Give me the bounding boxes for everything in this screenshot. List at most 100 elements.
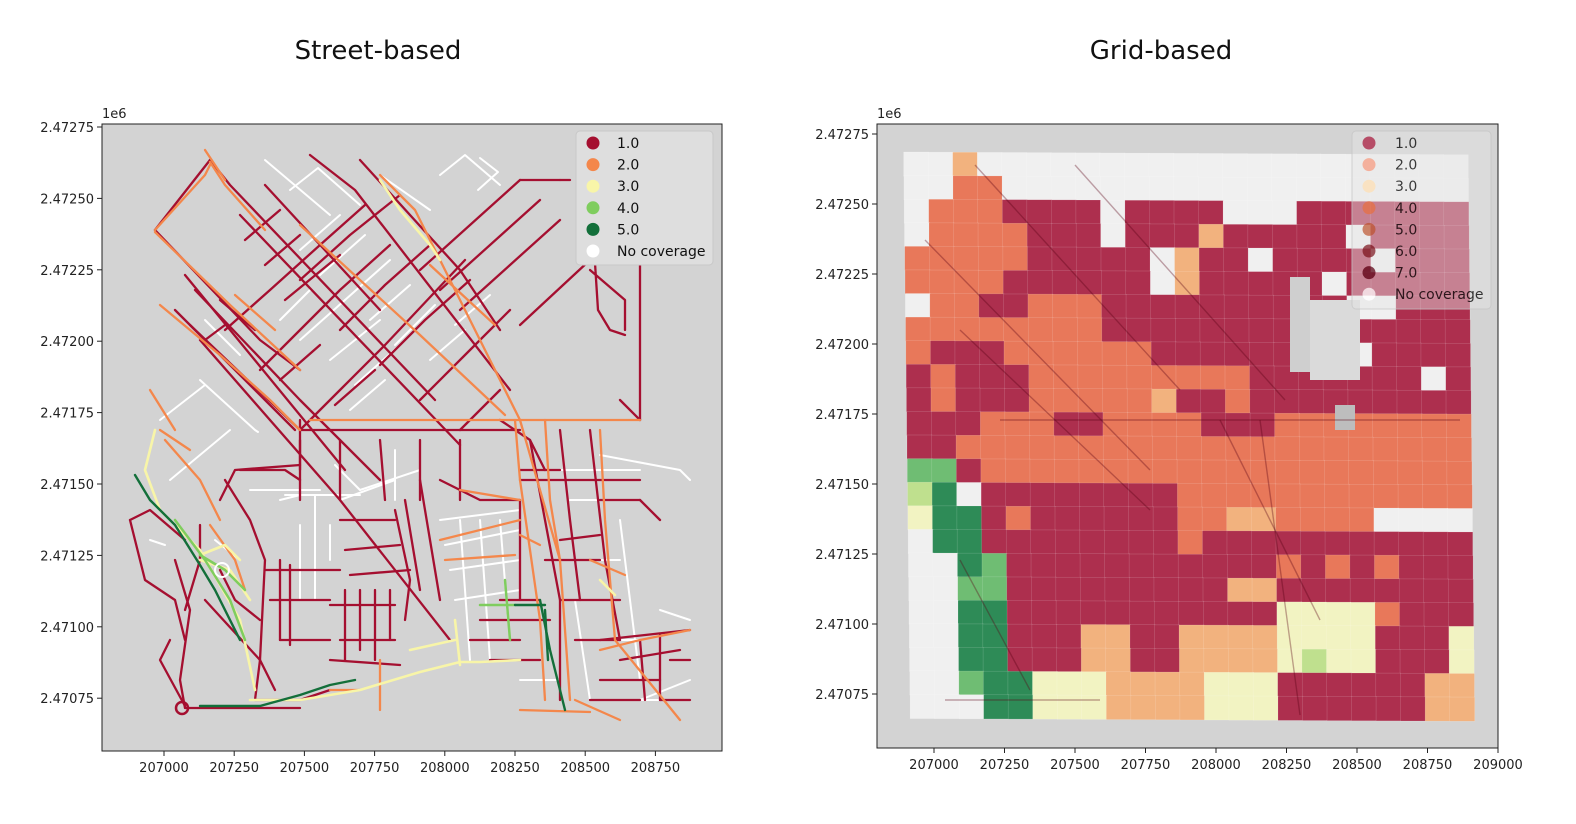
grid-cell <box>1007 671 1034 696</box>
grid-cell <box>1447 531 1474 557</box>
grid-gap <box>1335 405 1355 430</box>
street-segment <box>393 508 412 622</box>
grid-cell <box>1424 696 1451 722</box>
grid-cell <box>1081 671 1107 697</box>
grid-cell <box>977 199 1004 224</box>
grid-cell <box>903 198 930 224</box>
grid-cell <box>1222 153 1248 178</box>
y-tick-label: 2.47075 <box>815 688 869 703</box>
grid-cell <box>1301 601 1327 627</box>
grid-cell <box>1301 672 1328 698</box>
grid-cell <box>979 340 1005 366</box>
street-segment <box>218 298 257 332</box>
grid-cell <box>1076 294 1103 319</box>
grid-cell <box>1277 672 1304 698</box>
grid-cell <box>1321 224 1347 250</box>
street-segment <box>503 578 512 642</box>
grid-cell <box>1422 508 1449 533</box>
street-segment <box>278 343 322 382</box>
grid-cell <box>1052 341 1079 366</box>
x-tick-label: 207500 <box>1050 758 1100 773</box>
grid-cell <box>1101 317 1128 343</box>
grid-cell <box>1252 648 1279 674</box>
grid-cell <box>1248 294 1275 320</box>
grid-cell <box>1399 602 1425 627</box>
street-segment <box>334 464 421 491</box>
street-axes: 207000 207250 207500 207750 208000 208250 2085… <box>40 107 723 776</box>
grid-cell <box>1053 411 1080 437</box>
grid-cell <box>1223 271 1250 296</box>
grid-cell <box>1004 411 1031 437</box>
grid-cell <box>1076 246 1102 272</box>
grid-cell <box>1449 673 1475 698</box>
grid-cell <box>1080 647 1107 673</box>
grid-cell <box>1178 601 1205 626</box>
grid-cell <box>1443 201 1470 227</box>
legend-label: 2.0 <box>1395 158 1417 174</box>
grid-cell <box>979 387 1006 413</box>
street-segment <box>263 233 302 267</box>
street-segment <box>329 319 381 361</box>
grid-cell <box>1202 530 1228 556</box>
grid-cell <box>930 364 957 389</box>
y-tick-label: 2.47150 <box>815 478 869 493</box>
grid-cell <box>1348 484 1375 509</box>
grid-cell <box>1129 577 1155 603</box>
grid-cell <box>1151 388 1178 414</box>
street-segment <box>588 428 622 642</box>
grid-cell <box>1326 672 1353 698</box>
grid-cell <box>978 270 1004 295</box>
grid-cell <box>1447 555 1474 580</box>
grid-cell <box>1398 555 1425 580</box>
grid-cell <box>1126 365 1153 390</box>
grid-cell <box>1105 671 1132 697</box>
grid-cell <box>1080 577 1106 602</box>
grid-cell <box>903 151 929 177</box>
grid-cell <box>1199 341 1226 367</box>
grid-cell <box>958 623 984 649</box>
grid-cell <box>1350 625 1377 651</box>
street-segment <box>638 638 647 702</box>
x-tick-label: 208500 <box>1332 758 1382 773</box>
street-segment <box>974 164 1181 391</box>
grid-cell <box>1448 602 1474 628</box>
grid-cell <box>1051 246 1078 272</box>
legend-label: 5.0 <box>1395 222 1417 238</box>
street-segment <box>279 494 301 501</box>
street-segment <box>458 218 562 312</box>
grid-cell <box>1351 672 1377 698</box>
street-segment <box>369 284 411 321</box>
grid-cell <box>1424 649 1450 675</box>
x-tick-label: 208000 <box>420 761 470 776</box>
street-segment <box>348 568 412 577</box>
grid-cell <box>1396 366 1423 392</box>
street-segment <box>428 263 497 327</box>
grid-cell <box>1448 626 1475 651</box>
grid-cell <box>1150 294 1176 320</box>
street-segment <box>238 213 462 447</box>
grid-cell <box>1053 388 1079 413</box>
grid-cell <box>930 340 956 366</box>
street-segment <box>543 418 572 702</box>
grid-cell <box>1125 270 1152 296</box>
grid-cell <box>1200 389 1227 414</box>
grid-cell <box>1201 483 1228 509</box>
grid-cell <box>1149 223 1176 249</box>
legend-label: 1.0 <box>617 136 639 152</box>
grid-cell <box>956 505 983 531</box>
grid-cell <box>1424 673 1451 698</box>
grid-cell <box>1173 153 1199 178</box>
grid-cell <box>1004 364 1030 390</box>
grid-cell <box>1176 459 1203 485</box>
grid-cell <box>1397 484 1424 510</box>
grid-cell <box>1395 295 1422 321</box>
y-tick-label: 2.47100 <box>40 621 94 636</box>
grid-cell <box>1373 507 1400 533</box>
street-segment <box>518 533 542 547</box>
grid-cell <box>928 175 954 201</box>
street-segment <box>308 153 512 392</box>
grid-cell <box>1128 530 1155 555</box>
grid-cell <box>1030 529 1057 555</box>
grid-cell <box>1055 600 1082 626</box>
grid-cell <box>1027 270 1053 295</box>
